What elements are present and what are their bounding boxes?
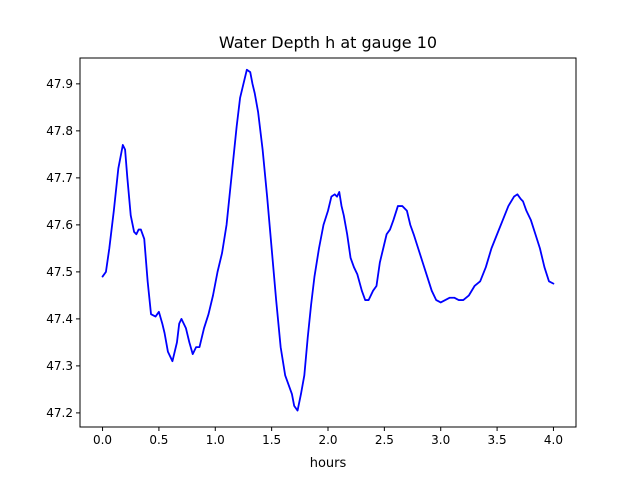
y-tick-label: 47.2 [46, 406, 73, 420]
series-line-0 [101, 68, 555, 412]
chart-title: Water Depth h at gauge 10 [219, 33, 437, 52]
y-tick-label: 47.9 [46, 77, 73, 91]
x-tick-label: 1.5 [262, 433, 281, 447]
y-tick-label: 47.3 [46, 359, 73, 373]
y-tick-label: 47.6 [46, 218, 73, 232]
x-tick-label: 3.0 [431, 433, 450, 447]
x-tick-label: 2.0 [318, 433, 337, 447]
x-tick-label: 3.5 [488, 433, 507, 447]
x-tick-label: 0.0 [93, 433, 112, 447]
y-tick-label: 47.7 [46, 171, 73, 185]
x-axis-label: hours [310, 456, 347, 471]
x-tick-label: 1.0 [206, 433, 225, 447]
y-tick-label: 47.5 [46, 265, 73, 279]
plot-area [101, 68, 555, 412]
axes: 0.0 0.5 1.0 1.5 2.0 2.5 3.0 3.5 4.0 47.2 47.3 47.4 4… [46, 57, 577, 447]
y-tick-label: 47.8 [46, 124, 73, 138]
x-tick-label: 0.5 [149, 433, 168, 447]
y-tick-label: 47.4 [46, 312, 73, 326]
x-tick-label: 2.5 [375, 433, 394, 447]
x-tick-label: 4.0 [544, 433, 563, 447]
